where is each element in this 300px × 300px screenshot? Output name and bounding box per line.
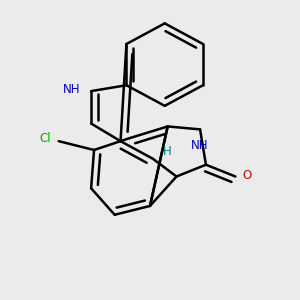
- Text: Cl: Cl: [40, 132, 51, 145]
- Text: O: O: [242, 169, 252, 182]
- Text: NH: NH: [63, 83, 81, 96]
- Text: NH: NH: [191, 139, 209, 152]
- Text: H: H: [163, 145, 172, 158]
